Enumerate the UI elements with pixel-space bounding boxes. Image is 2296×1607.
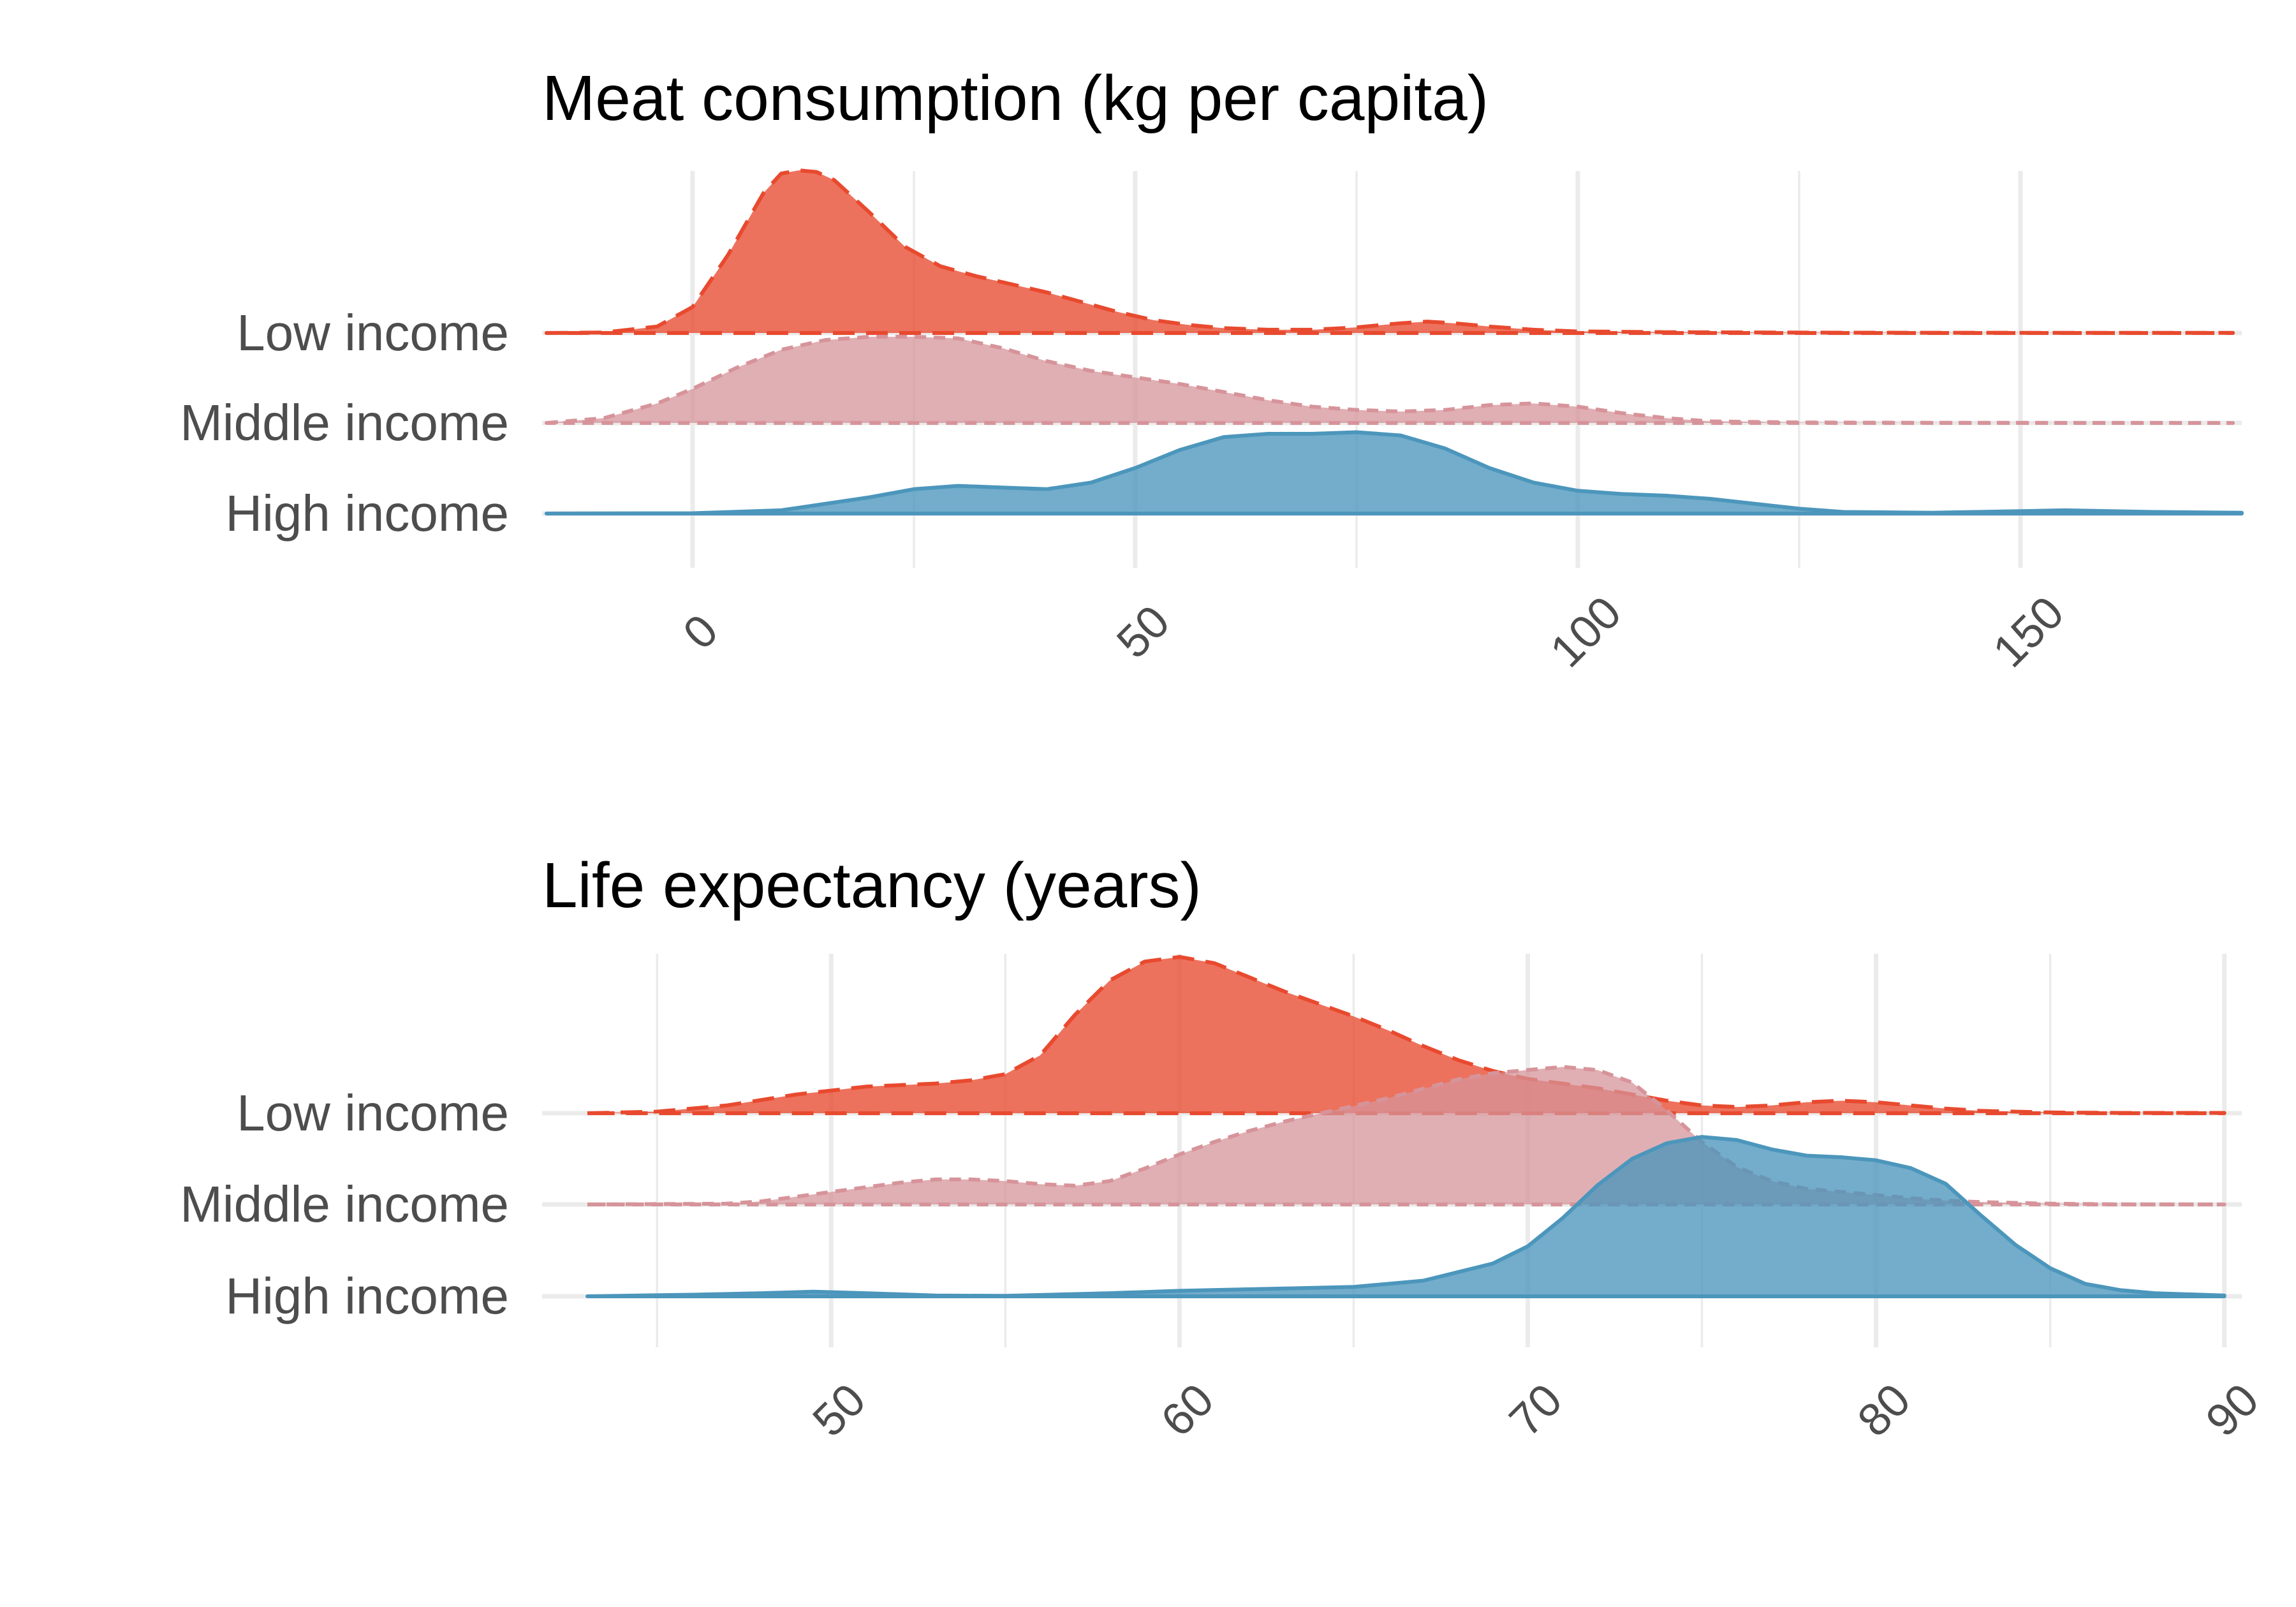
x-axis-labels: 0 50 100 150 [673, 587, 2073, 678]
y-axis-labels: Low income Middle income High income [180, 1085, 509, 1324]
meat-consumption-panel: Meat consumption (kg per capita) Low inc… [180, 63, 2244, 678]
x-tick-label: 60 [1151, 1374, 1223, 1446]
x-tick-label: 90 [2197, 1374, 2269, 1446]
density-ridge-high-income [585, 1135, 2226, 1298]
life-expectancy-panel: Life expectancy (years) Low income Middl… [180, 850, 2269, 1446]
y-tick-label: Middle income [180, 394, 509, 451]
x-tick-label: 80 [1848, 1374, 1920, 1446]
x-gridlines [690, 171, 2023, 568]
y-tick-label: Low income [237, 1085, 509, 1141]
panel-title: Life expectancy (years) [542, 850, 1202, 921]
density-ridge-low-income [585, 955, 2226, 1115]
y-tick-label: Low income [237, 304, 509, 361]
density-ridges [585, 955, 2226, 1298]
density-ridge-low-income [544, 168, 2235, 335]
y-tick-label: High income [225, 485, 509, 542]
density-ridges [544, 168, 2244, 515]
x-tick-label: 50 [1107, 596, 1179, 668]
panel-title: Meat consumption (kg per capita) [542, 63, 1489, 134]
density-ridge-middle-income [544, 334, 2235, 425]
x-tick-label: 70 [1500, 1374, 1572, 1446]
x-tick-label: 150 [1983, 587, 2074, 678]
x-axis-labels: 50 60 70 80 90 [803, 1374, 2269, 1446]
y-tick-label: High income [225, 1268, 509, 1324]
x-tick-label: 100 [1541, 587, 1631, 678]
x-tick-label: 50 [803, 1374, 875, 1446]
y-tick-label: Middle income [180, 1176, 509, 1233]
density-ridge-high-income [544, 430, 2244, 515]
x-tick-label: 0 [673, 605, 728, 659]
y-axis-labels: Low income Middle income High income [180, 304, 509, 542]
